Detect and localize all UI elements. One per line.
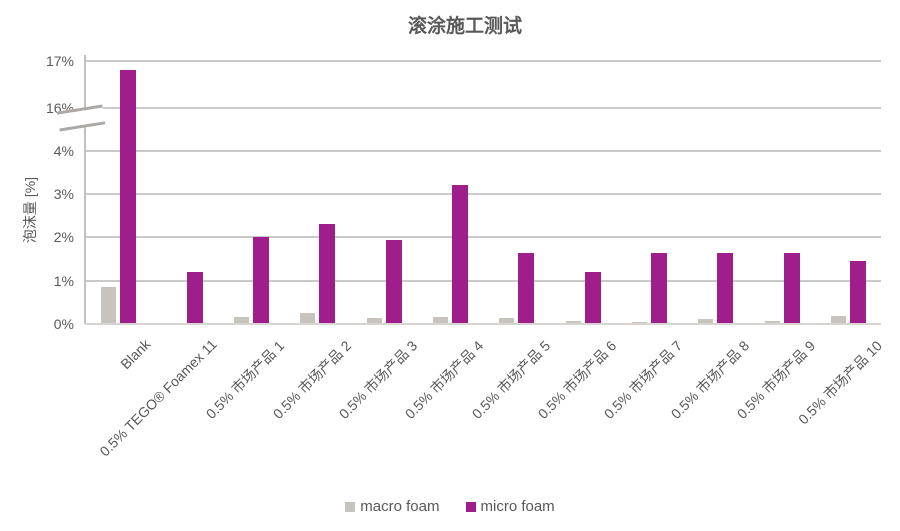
gridline-17pct: [85, 60, 881, 62]
bar-macro-foam: [233, 316, 249, 323]
y-tick-label-3pct: 3%: [53, 186, 74, 203]
bar-macro-foam: [698, 318, 714, 323]
y-axis-line: [84, 55, 86, 324]
legend-item-macro-foam: macro foam: [345, 498, 440, 515]
x-axis-line: [85, 323, 881, 325]
bar-macro-foam: [300, 312, 316, 323]
bar-micro-foam: [120, 70, 137, 323]
y-tick-label-1pct: 1%: [53, 272, 74, 289]
bar-macro-foam: [366, 317, 382, 323]
chart-title: 滚涂施工测试: [407, 16, 522, 37]
y-tick-label-2pct: 2%: [53, 229, 74, 246]
bar-micro-foam: [717, 252, 734, 323]
bar-micro-foam: [650, 252, 667, 323]
micro-foam-swatch-icon: [465, 501, 476, 512]
y-tick-label-0pct: 0%: [53, 316, 74, 332]
gridline-3pct: [85, 193, 881, 196]
bar-macro-foam: [631, 321, 647, 323]
bar-micro-foam: [584, 272, 601, 323]
legend-label-micro-foam: micro foam: [480, 498, 555, 515]
gridline-1pct: [85, 279, 881, 282]
bar-micro-foam: [186, 272, 203, 323]
bar-micro-foam: [385, 239, 402, 323]
bar-micro-foam: [319, 224, 336, 323]
bar-micro-foam: [252, 237, 269, 323]
bar-micro-foam: [518, 252, 535, 323]
macro-foam-swatch-icon: [345, 501, 356, 512]
gridline-4pct: [85, 149, 881, 152]
legend-label-macro-foam: macro foam: [360, 498, 440, 515]
bar-micro-foam: [849, 261, 866, 323]
bar-macro-foam: [764, 320, 780, 323]
legend-item-micro-foam: micro foam: [465, 498, 555, 515]
y-axis-title: 泡沫量 [%]: [22, 176, 38, 244]
bar-macro-foam: [499, 318, 515, 323]
legend: macro foam micro foam: [0, 498, 900, 515]
bar-macro-foam: [830, 316, 846, 323]
bar-micro-foam: [451, 185, 468, 323]
x-category-label: Blank: [117, 336, 154, 373]
y-tick-label-4pct: 4%: [53, 142, 74, 159]
gridline-2pct: [85, 236, 881, 239]
bar-macro-foam: [565, 320, 581, 323]
bar-macro-foam: [101, 287, 117, 323]
bar-macro-foam: [432, 316, 448, 323]
y-tick-label-17pct: 17%: [45, 53, 74, 69]
x-category-label: 0.5% TEGO® Foamex 11: [96, 336, 220, 460]
bar-micro-foam: [783, 252, 800, 323]
gridline-16pct: [85, 107, 881, 110]
